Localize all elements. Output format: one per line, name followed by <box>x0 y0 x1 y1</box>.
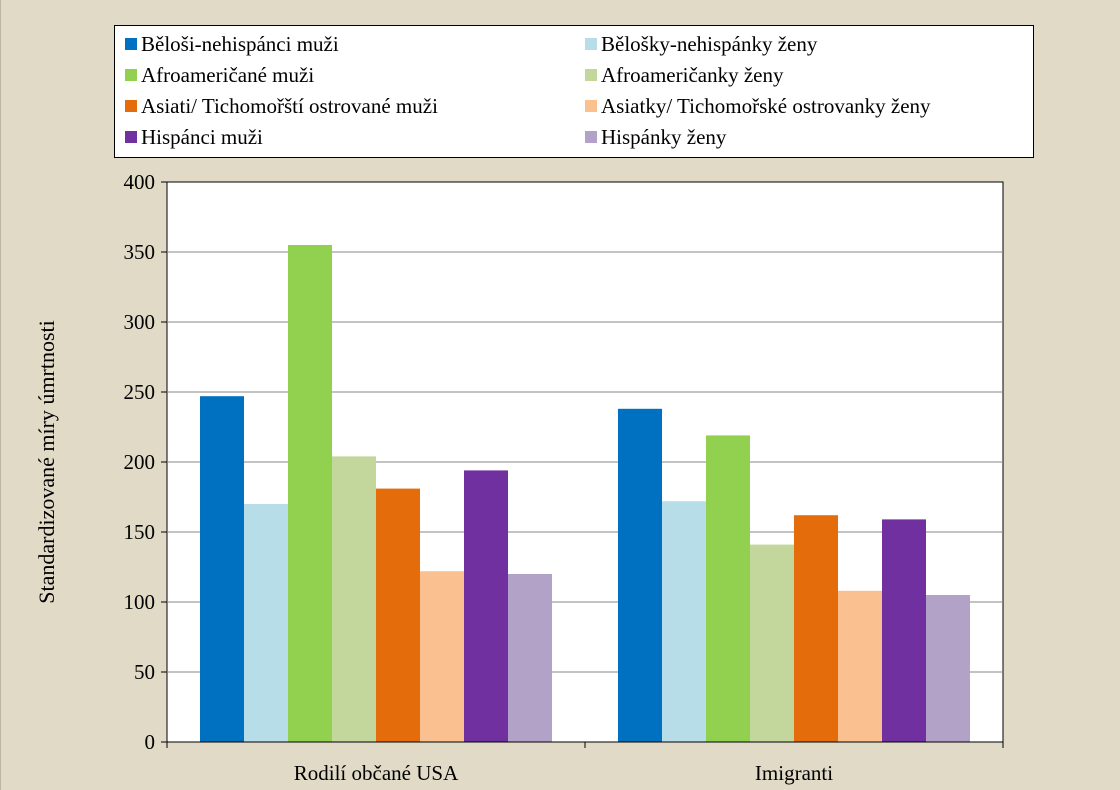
legend-swatch <box>585 69 597 82</box>
legend-label: Hispánky ženy <box>601 125 727 149</box>
y-axis-label: Standardizované míry úmrtnosti <box>34 320 59 604</box>
bar <box>376 488 420 742</box>
y-tick-label: 250 <box>124 380 156 404</box>
y-tick-labels: 0 50 100 150 200 250 300 350 400 <box>124 170 167 754</box>
y-tick-label: 400 <box>124 170 156 194</box>
bar <box>838 590 882 742</box>
legend-item: Běloši-nehispánci muži <box>125 30 339 58</box>
legend-label: Hispánci muži <box>141 125 263 149</box>
legend-item: Afroameričané muži <box>125 61 314 89</box>
axes <box>166 741 1004 748</box>
legend-swatch <box>125 131 137 144</box>
legend-swatch <box>585 131 597 144</box>
legend-item: Bělošky-nehispánky ženy <box>585 30 817 58</box>
bar <box>662 501 706 742</box>
y-tick-label: 300 <box>124 310 156 334</box>
bar <box>508 574 552 742</box>
bar <box>200 396 244 742</box>
y-tick-label: 50 <box>134 660 155 684</box>
bar <box>750 544 794 742</box>
x-tick-label: Rodilí občané USA <box>294 761 459 785</box>
y-tick-label: 100 <box>124 590 156 614</box>
y-tick-label: 200 <box>124 450 156 474</box>
bar <box>706 435 750 742</box>
legend-label: Afroameričanky ženy <box>601 63 784 87</box>
bar <box>332 456 376 742</box>
legend-label: Bělošky-nehispánky ženy <box>601 32 818 56</box>
bar <box>882 519 926 742</box>
legend-label: Asiatky/ Tichomořské ostrovanky ženy <box>601 94 931 118</box>
y-tick-label: 350 <box>124 240 156 264</box>
bars <box>200 245 970 742</box>
x-tick-labels: Rodilí občané USA Imigranti <box>294 761 833 785</box>
legend-item: Afroameričanky ženy <box>585 61 784 89</box>
legend-swatch <box>585 38 597 51</box>
bar <box>288 245 332 742</box>
bar <box>244 504 288 742</box>
bar <box>794 515 838 742</box>
legend: Běloši-nehispánci muži Bělošky-nehispánky… <box>114 25 1034 158</box>
bar <box>618 408 662 742</box>
bar <box>420 571 464 742</box>
bar <box>464 470 508 742</box>
legend-swatch <box>585 100 597 113</box>
y-tick-label: 150 <box>124 520 156 544</box>
bar <box>926 595 970 742</box>
legend-label: Afroameričané muži <box>141 63 315 87</box>
legend-item: Hispánci muži <box>125 123 263 151</box>
legend-label: Asiati/ Tichomořští ostrované muži <box>141 94 438 118</box>
legend-item: Asiati/ Tichomořští ostrované muži <box>125 92 438 120</box>
legend-item: Asiatky/ Tichomořské ostrovanky ženy <box>585 92 931 120</box>
legend-swatch <box>125 69 137 82</box>
x-tick-label: Imigranti <box>755 761 833 785</box>
legend-label: Běloši-nehispánci muži <box>141 32 339 56</box>
legend-item: Hispánky ženy <box>585 123 726 151</box>
legend-swatch <box>125 100 137 113</box>
legend-swatch <box>125 38 137 51</box>
y-tick-label: 0 <box>145 730 156 754</box>
